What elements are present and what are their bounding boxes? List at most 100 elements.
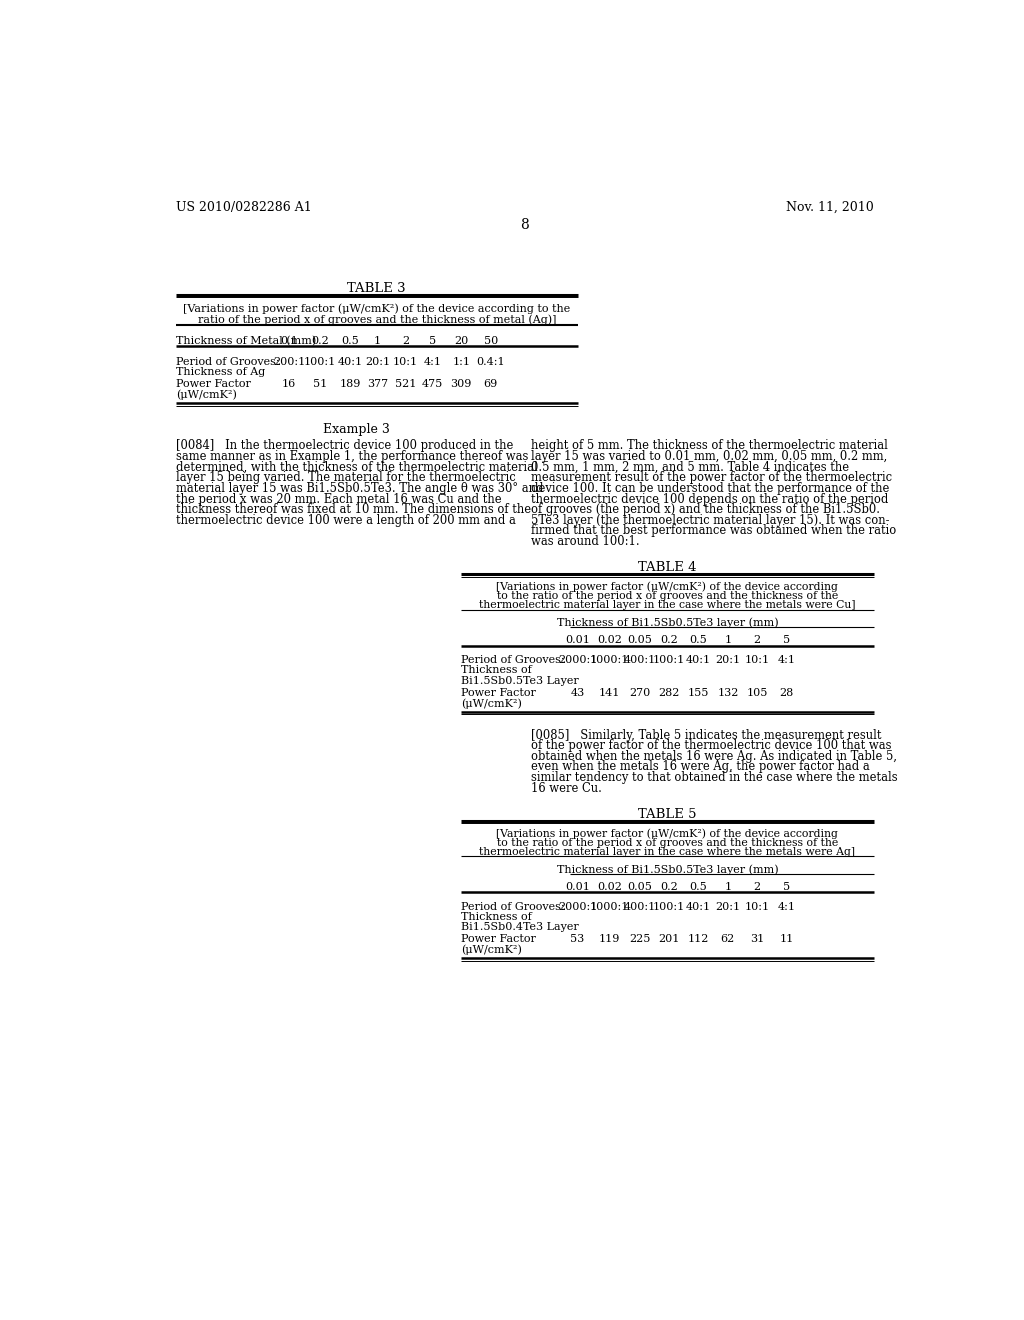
Text: determined, with the thickness of the thermoelectric material: determined, with the thickness of the th… xyxy=(176,461,538,474)
Text: 31: 31 xyxy=(751,935,765,944)
Text: 0.5 mm, 1 mm, 2 mm, and 5 mm. Table 4 indicates the: 0.5 mm, 1 mm, 2 mm, and 5 mm. Table 4 in… xyxy=(531,461,849,474)
Text: of the power factor of the thermoelectric device 100 that was: of the power factor of the thermoelectri… xyxy=(531,739,892,752)
Text: 225: 225 xyxy=(629,935,650,944)
Text: 0.5: 0.5 xyxy=(689,882,708,892)
Text: 0.02: 0.02 xyxy=(597,635,622,645)
Text: 0.4:1: 0.4:1 xyxy=(476,358,505,367)
Text: [0085]   Similarly, Table 5 indicates the measurement result: [0085] Similarly, Table 5 indicates the … xyxy=(531,729,882,742)
Text: same manner as in Example 1, the performance thereof was: same manner as in Example 1, the perform… xyxy=(176,450,528,463)
Text: Period of Grooves:: Period of Grooves: xyxy=(461,655,565,665)
Text: 100:1: 100:1 xyxy=(653,902,685,912)
Text: [Variations in power factor (μW/cmK²) of the device according: [Variations in power factor (μW/cmK²) of… xyxy=(497,582,839,593)
Text: US 2010/0282286 A1: US 2010/0282286 A1 xyxy=(176,201,311,214)
Text: measurement result of the power factor of the thermoelectric: measurement result of the power factor o… xyxy=(531,471,892,484)
Text: [Variations in power factor (μW/cmK²) of the device according to the: [Variations in power factor (μW/cmK²) of… xyxy=(183,304,570,314)
Text: 5: 5 xyxy=(429,335,436,346)
Text: 200:1: 200:1 xyxy=(273,358,305,367)
Text: of grooves (the period x) and the thickness of the Bi1.5Sb0.: of grooves (the period x) and the thickn… xyxy=(531,503,880,516)
Text: 1000:1: 1000:1 xyxy=(590,902,629,912)
Text: thermoelectric material layer in the case where the metals were Ag]: thermoelectric material layer in the cas… xyxy=(479,847,855,857)
Text: 20: 20 xyxy=(454,335,468,346)
Text: 43: 43 xyxy=(570,688,585,698)
Text: 10:1: 10:1 xyxy=(744,902,770,912)
Text: 132: 132 xyxy=(717,688,738,698)
Text: Power Factor: Power Factor xyxy=(176,379,251,389)
Text: 20:1: 20:1 xyxy=(716,902,740,912)
Text: 521: 521 xyxy=(395,379,416,389)
Text: 400:1: 400:1 xyxy=(624,655,655,665)
Text: [0084]   In the thermoelectric device 100 produced in the: [0084] In the thermoelectric device 100 … xyxy=(176,440,513,453)
Text: 20:1: 20:1 xyxy=(365,358,390,367)
Text: 400:1: 400:1 xyxy=(624,902,655,912)
Text: 1:1: 1:1 xyxy=(453,358,470,367)
Text: 377: 377 xyxy=(367,379,388,389)
Text: Period of Grooves:: Period of Grooves: xyxy=(461,902,565,912)
Text: (μW/cmK²): (μW/cmK²) xyxy=(461,945,522,956)
Text: 1: 1 xyxy=(374,335,381,346)
Text: Nov. 11, 2010: Nov. 11, 2010 xyxy=(785,201,873,214)
Text: height of 5 mm. The thickness of the thermoelectric material: height of 5 mm. The thickness of the the… xyxy=(531,440,888,453)
Text: 270: 270 xyxy=(629,688,650,698)
Text: 0.2: 0.2 xyxy=(660,882,678,892)
Text: Thickness of: Thickness of xyxy=(461,912,532,923)
Text: 69: 69 xyxy=(483,379,498,389)
Text: [Variations in power factor (μW/cmK²) of the device according: [Variations in power factor (μW/cmK²) of… xyxy=(497,829,839,840)
Text: 20:1: 20:1 xyxy=(716,655,740,665)
Text: 10:1: 10:1 xyxy=(393,358,418,367)
Text: material layer 15 was Bi1.5Sb0.5Te3. The angle θ was 30° and: material layer 15 was Bi1.5Sb0.5Te3. The… xyxy=(176,482,544,495)
Text: 0.2: 0.2 xyxy=(660,635,678,645)
Text: 475: 475 xyxy=(422,379,443,389)
Text: Thickness of Metal (mm): Thickness of Metal (mm) xyxy=(176,335,316,346)
Text: 0.2: 0.2 xyxy=(311,335,329,346)
Text: 53: 53 xyxy=(570,935,585,944)
Text: thermoelectric device 100 depends on the ratio of the period: thermoelectric device 100 depends on the… xyxy=(531,492,889,506)
Text: 4:1: 4:1 xyxy=(778,902,796,912)
Text: 2000:1: 2000:1 xyxy=(558,902,597,912)
Text: 4:1: 4:1 xyxy=(424,358,441,367)
Text: 201: 201 xyxy=(658,935,680,944)
Text: 5: 5 xyxy=(783,882,791,892)
Text: layer 15 being varied. The material for the thermoelectric: layer 15 being varied. The material for … xyxy=(176,471,516,484)
Text: the period x was 20 mm. Each metal 16 was Cu and the: the period x was 20 mm. Each metal 16 wa… xyxy=(176,492,502,506)
Text: 1000:1: 1000:1 xyxy=(590,655,629,665)
Text: 189: 189 xyxy=(340,379,361,389)
Text: 0.05: 0.05 xyxy=(627,882,652,892)
Text: 0.01: 0.01 xyxy=(565,882,590,892)
Text: 40:1: 40:1 xyxy=(338,358,362,367)
Text: 100:1: 100:1 xyxy=(653,655,685,665)
Text: TABLE 4: TABLE 4 xyxy=(638,561,696,574)
Text: Thickness of Ag: Thickness of Ag xyxy=(176,367,265,378)
Text: 40:1: 40:1 xyxy=(686,902,711,912)
Text: 11: 11 xyxy=(779,935,794,944)
Text: 16 were Cu.: 16 were Cu. xyxy=(531,781,602,795)
Text: Power Factor: Power Factor xyxy=(461,688,537,698)
Text: (μW/cmK²): (μW/cmK²) xyxy=(461,698,522,709)
Text: 0.1: 0.1 xyxy=(281,335,298,346)
Text: 28: 28 xyxy=(779,688,794,698)
Text: 16: 16 xyxy=(282,379,296,389)
Text: to the ratio of the period x of grooves and the thickness of the: to the ratio of the period x of grooves … xyxy=(497,591,838,601)
Text: TABLE 5: TABLE 5 xyxy=(638,808,696,821)
Text: Period of Grooves:: Period of Grooves: xyxy=(176,358,280,367)
Text: thermoelectric material layer in the case where the metals were Cu]: thermoelectric material layer in the cas… xyxy=(479,601,856,610)
Text: thickness thereof was fixed at 10 mm. The dimensions of the: thickness thereof was fixed at 10 mm. Th… xyxy=(176,503,531,516)
Text: layer 15 was varied to 0.01 mm, 0.02 mm, 0.05 mm, 0.2 mm,: layer 15 was varied to 0.01 mm, 0.02 mm,… xyxy=(531,450,887,463)
Text: Bi1.5Sb0.4Te3 Layer: Bi1.5Sb0.4Te3 Layer xyxy=(461,923,579,932)
Text: 0.02: 0.02 xyxy=(597,882,622,892)
Text: Thickness of Bi1.5Sb0.5Te3 layer (mm): Thickness of Bi1.5Sb0.5Te3 layer (mm) xyxy=(557,865,778,875)
Text: was around 100:1.: was around 100:1. xyxy=(531,535,640,548)
Text: 8: 8 xyxy=(520,218,529,232)
Text: 0.5: 0.5 xyxy=(689,635,708,645)
Text: 4:1: 4:1 xyxy=(778,655,796,665)
Text: 2: 2 xyxy=(754,882,761,892)
Text: 112: 112 xyxy=(688,935,709,944)
Text: similar tendency to that obtained in the case where the metals: similar tendency to that obtained in the… xyxy=(531,771,898,784)
Text: 1: 1 xyxy=(724,882,731,892)
Text: 155: 155 xyxy=(688,688,709,698)
Text: Thickness of: Thickness of xyxy=(461,665,532,676)
Text: 50: 50 xyxy=(483,335,498,346)
Text: Thickness of Bi1.5Sb0.5Te3 layer (mm): Thickness of Bi1.5Sb0.5Te3 layer (mm) xyxy=(557,618,778,628)
Text: 282: 282 xyxy=(658,688,680,698)
Text: 10:1: 10:1 xyxy=(744,655,770,665)
Text: obtained when the metals 16 were Ag. As indicated in Table 5,: obtained when the metals 16 were Ag. As … xyxy=(531,750,897,763)
